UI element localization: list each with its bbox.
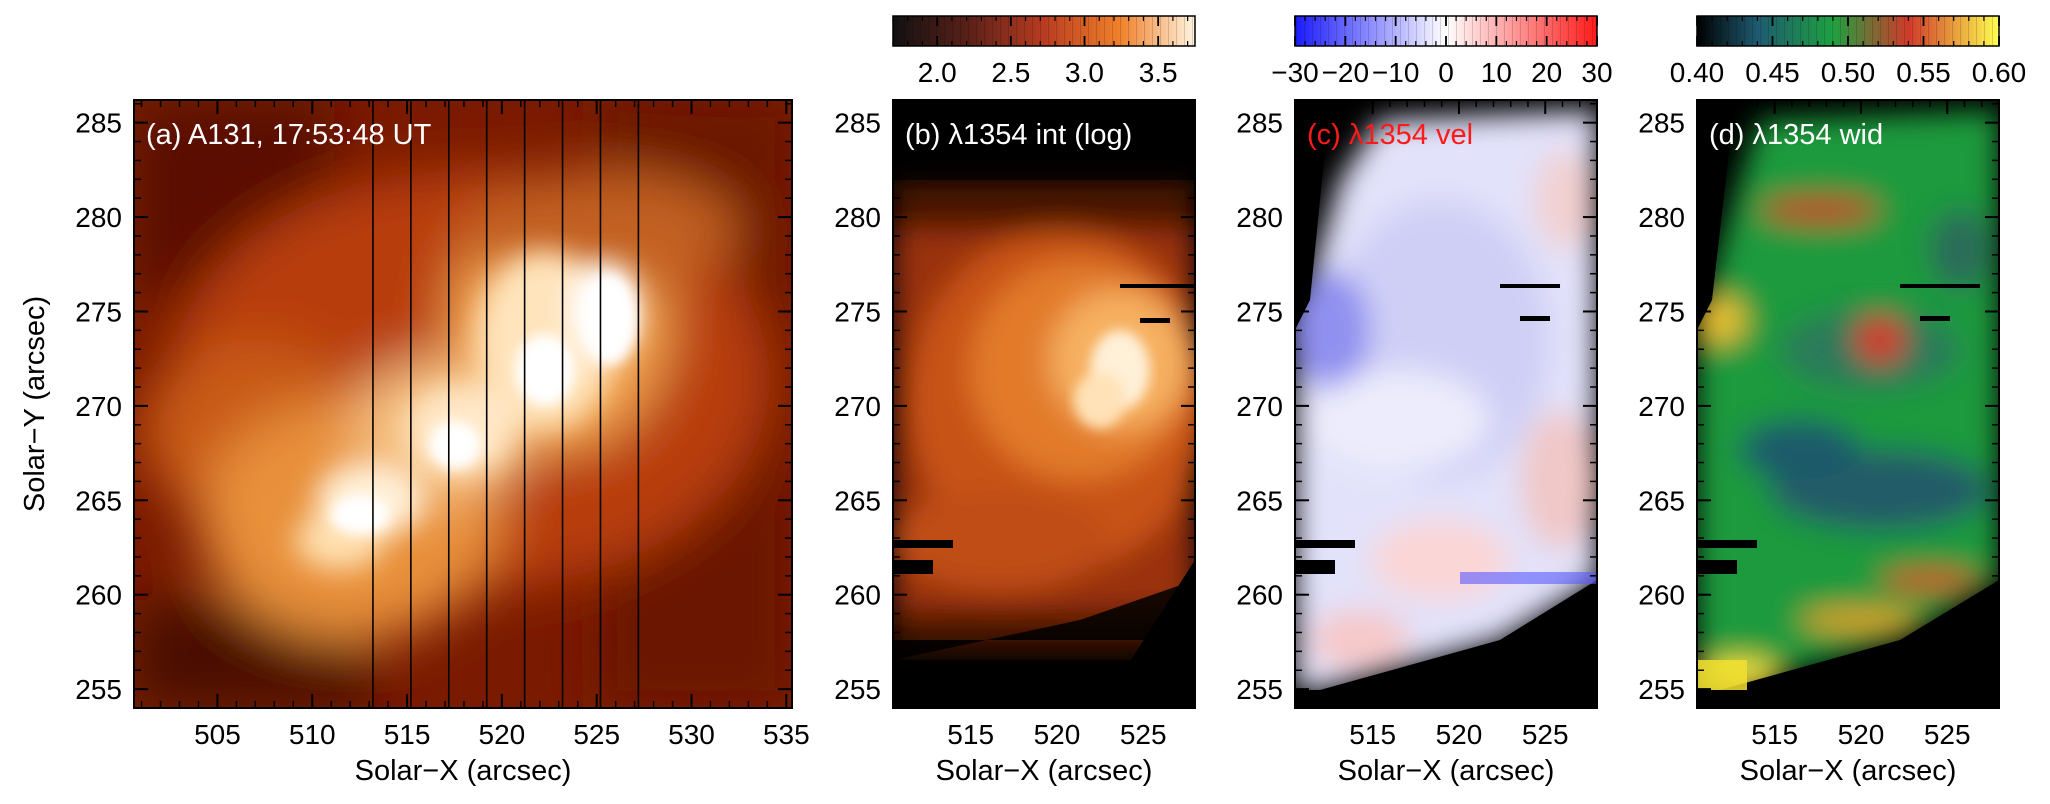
- panel-a-frame: [133, 99, 793, 709]
- colorbar-b-tick-label: 3.5: [1139, 57, 1178, 88]
- colorbar-c-tick-label: 20: [1531, 57, 1562, 88]
- colorbar-c-tick-label: −20: [1322, 57, 1370, 88]
- slit-lines: [372, 100, 640, 708]
- colorbar-d-tick-label: 0.50: [1821, 57, 1876, 88]
- panel-b-ytick-label: 255: [834, 674, 881, 705]
- panel-c-ytick-label: 285: [1236, 108, 1283, 139]
- panel-b-frame: [892, 99, 1196, 709]
- panel-a-xtick-label: 535: [763, 719, 810, 750]
- colorbar-b-tick-label: 2.0: [918, 57, 957, 88]
- panel-a-xtick-label: 525: [573, 719, 620, 750]
- panel-c-xlabel: Solar−X (arcsec): [1338, 755, 1555, 787]
- panel-d-ytick-label: 285: [1638, 108, 1685, 139]
- panel-b-ytick-label: 265: [834, 485, 881, 516]
- panel-a-xtick-label: 505: [194, 719, 241, 750]
- panel-a-image: [134, 100, 792, 708]
- axes-layer: 505 510 515 520 525 530 535 255 260 265 270 275 280 2…: [75, 15, 2027, 750]
- panel-c-frame: [1294, 99, 1598, 709]
- panel-c-ytick-label: 255: [1236, 674, 1283, 705]
- panel-b-ytick-label: 270: [834, 391, 881, 422]
- panel-a-ytick-label: 265: [75, 485, 122, 516]
- panel-a-ytick-label: 260: [75, 580, 122, 611]
- panel-a-ytick-label: 275: [75, 296, 122, 327]
- panel-b-xtick-label: 520: [1034, 719, 1081, 750]
- panel-b-xtick-label: 525: [1120, 719, 1167, 750]
- panel-b-xlabel: Solar−X (arcsec): [936, 755, 1153, 787]
- colorbar-b-stripes: [893, 16, 1195, 46]
- colorbar-c-tick-label: 10: [1481, 57, 1512, 88]
- panel-c-ytick-label: 260: [1236, 580, 1283, 611]
- panel-c-ytick-label: 270: [1236, 391, 1283, 422]
- panel-c-ytick-label: 275: [1236, 296, 1283, 327]
- panel-d-ytick-label: 270: [1638, 391, 1685, 422]
- colorbar-b-tick-label: 2.5: [991, 57, 1030, 88]
- colorbar-b-frame: [892, 15, 1196, 47]
- panel-d-ytick-label: 265: [1638, 485, 1685, 516]
- panel-b-image: [893, 100, 1195, 708]
- panel-d-frame: [1696, 99, 2000, 709]
- panel-d-ytick-label: 280: [1638, 202, 1685, 233]
- panel-b-ytick-label: 275: [834, 296, 881, 327]
- panel-d-ytick-label: 260: [1638, 580, 1685, 611]
- panel-d-xtick-label: 525: [1924, 719, 1971, 750]
- colorbar-d-tick-label: 0.55: [1896, 57, 1951, 88]
- colorbar-d-tick-label: 0.60: [1972, 57, 2027, 88]
- panel-a-ylabel: Solar−Y (arcsec): [19, 296, 51, 512]
- panel-b-xtick-label: 515: [947, 719, 994, 750]
- panel-d-ytick-label: 275: [1638, 296, 1685, 327]
- panel-b-title: (b) λ1354 int (log): [905, 119, 1132, 151]
- panel-d-xtick-label: 515: [1751, 719, 1798, 750]
- panel-c-xtick-label: 520: [1436, 719, 1483, 750]
- panel-c-xtick-label: 515: [1349, 719, 1396, 750]
- panel-a-ytick-label: 285: [75, 108, 122, 139]
- panel-a-xtick-label: 520: [479, 719, 526, 750]
- panel-d-title: (d) λ1354 wid: [1709, 119, 1883, 151]
- panel-b-ytick-label: 260: [834, 580, 881, 611]
- colorbar-c-tick-label: −30: [1271, 57, 1319, 88]
- panel-a-xtick-label: 530: [668, 719, 715, 750]
- panel-b-ytick-label: 285: [834, 108, 881, 139]
- panel-c-ytick-label: 265: [1236, 485, 1283, 516]
- colorbar-d-tick-label: 0.40: [1670, 57, 1725, 88]
- panel-a-ytick-label: 280: [75, 202, 122, 233]
- panel-c-image: [1295, 100, 1597, 708]
- colorbar-b-tick-label: 3.0: [1065, 57, 1104, 88]
- panel-b-ytick-label: 280: [834, 202, 881, 233]
- colorbar-c-tick-label: −10: [1372, 57, 1420, 88]
- panel-c-title: (c) λ1354 vel: [1307, 119, 1473, 151]
- panel-a-xtick-label: 510: [289, 719, 336, 750]
- panel-d-image: [1697, 100, 1999, 708]
- panel-d-ytick-label: 255: [1638, 674, 1685, 705]
- panel-c-xtick-label: 525: [1522, 719, 1569, 750]
- colorbar-c-tick-label: 30: [1581, 57, 1612, 88]
- colorbar-d-tick-label: 0.45: [1745, 57, 1800, 88]
- panel-a-ytick-label: 255: [75, 674, 122, 705]
- panel-a-ytick-label: 270: [75, 391, 122, 422]
- panel-a-title: (a) A131, 17:53:48 UT: [146, 119, 432, 151]
- panel-d-xtick-label: 520: [1838, 719, 1885, 750]
- panel-a-xtick-label: 515: [384, 719, 431, 750]
- colorbar-c-tick-label: 0: [1438, 57, 1454, 88]
- panel-a-xlabel: Solar−X (arcsec): [355, 755, 572, 787]
- panel-c-ytick-label: 280: [1236, 202, 1283, 233]
- panel-d-xlabel: Solar−X (arcsec): [1740, 755, 1957, 787]
